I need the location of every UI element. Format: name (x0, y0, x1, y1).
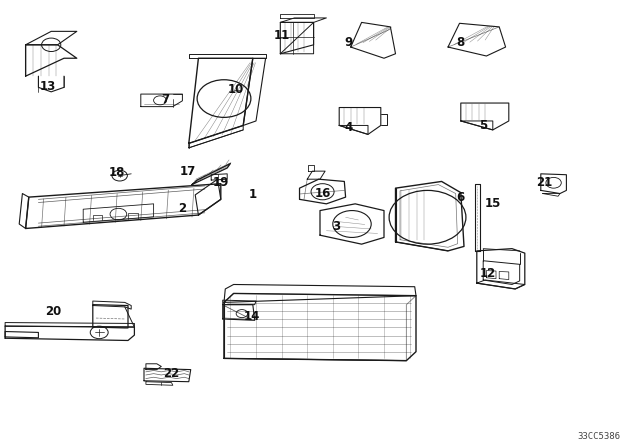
Text: 9: 9 (345, 36, 353, 49)
Text: 3: 3 (332, 220, 340, 233)
Text: 8: 8 (457, 36, 465, 49)
Text: 13: 13 (40, 79, 56, 93)
Text: 21: 21 (536, 176, 552, 189)
Text: 5: 5 (479, 119, 487, 132)
Text: 10: 10 (227, 83, 244, 96)
Text: 16: 16 (314, 187, 331, 200)
Text: 19: 19 (212, 176, 229, 189)
Text: 6: 6 (457, 190, 465, 204)
Text: 18: 18 (109, 166, 125, 179)
Text: 12: 12 (479, 267, 496, 280)
Text: 4: 4 (345, 121, 353, 134)
Text: 15: 15 (484, 197, 501, 211)
Text: 14: 14 (243, 310, 260, 323)
Text: 11: 11 (273, 29, 290, 43)
Text: 17: 17 (179, 164, 196, 178)
Text: 7: 7 (161, 93, 169, 106)
Text: 33CC5386: 33CC5386 (578, 432, 621, 441)
Text: 2: 2 (179, 202, 186, 215)
Text: 20: 20 (45, 305, 61, 318)
Text: 22: 22 (163, 366, 180, 380)
Text: 1: 1 (249, 188, 257, 202)
